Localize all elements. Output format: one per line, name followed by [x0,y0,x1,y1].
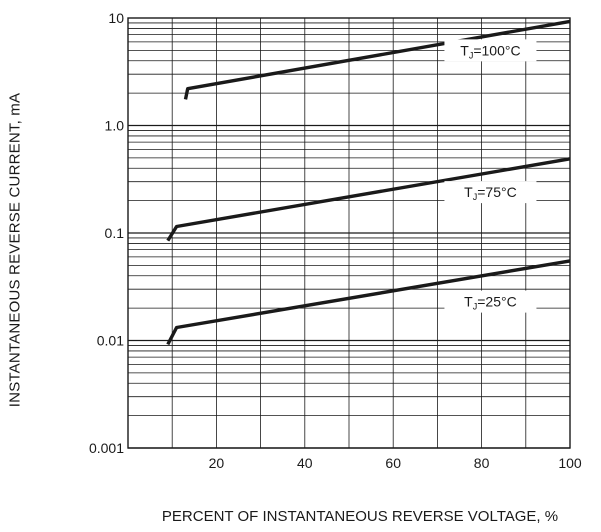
series-label-text: TJ=100°C [460,42,520,60]
series-label: TJ=75°C [444,181,537,204]
y-tick-label: 1.0 [105,118,125,134]
y-tick-label: 10 [108,10,124,26]
y-tick-label: 0.01 [97,333,124,349]
x-tick-label: 40 [297,455,313,471]
y-tick-label: 0.1 [105,225,125,241]
series-label-text: TJ=25°C [464,294,517,312]
y-tick-label: 0.001 [89,440,124,456]
series-lines [166,19,571,346]
x-tick-label: 20 [209,455,225,471]
series-label-bg [444,181,537,204]
series-line [183,19,571,100]
x-tick-label: 60 [385,455,401,471]
y-axis-label: INSTANTANEOUS REVERSE CURRENT, mA [6,92,24,408]
series-line [166,157,571,242]
series-labels: TJ=100°C TJ=75°C TJ=25°C [444,39,537,313]
x-tick-label: 80 [474,455,490,471]
series-label: TJ=100°C [444,39,537,62]
series-label-bg [444,290,537,313]
series-line [166,259,571,346]
tick-labels: 20 40 60 80 100 0.001 0.01 0.1 1.0 10 [89,10,582,471]
plot-frame [127,17,571,449]
grid [127,17,571,449]
x-axis-label: PERCENT OF INSTANTANEOUS REVERSE VOLTAGE… [161,508,559,525]
series-label: TJ=25°C [444,290,537,313]
series-label-bg [444,39,537,62]
x-tick-label: 100 [558,455,582,471]
series-label-text: TJ=75°C [464,184,517,202]
y-axis-label-box: INSTANTANEOUS REVERSE CURRENT, mA [4,40,26,460]
